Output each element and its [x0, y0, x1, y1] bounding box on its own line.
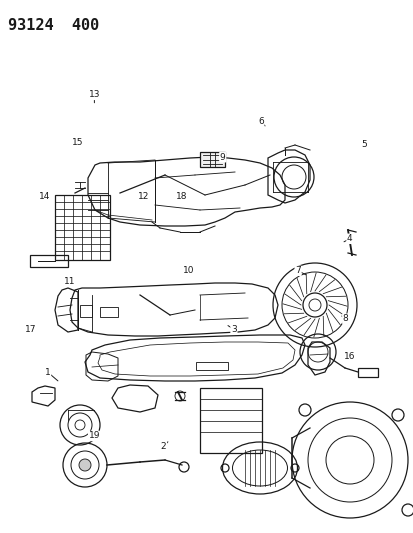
- Text: 17: 17: [25, 325, 37, 334]
- Text: 18: 18: [175, 192, 187, 200]
- Text: 16: 16: [343, 352, 355, 360]
- Text: 8: 8: [342, 314, 348, 323]
- Text: 93124  400: 93124 400: [8, 18, 99, 33]
- Text: 3: 3: [230, 325, 236, 334]
- Text: 12: 12: [138, 192, 150, 200]
- Text: 14: 14: [39, 192, 50, 200]
- Text: 11: 11: [64, 277, 75, 286]
- Text: 4: 4: [346, 235, 352, 243]
- Text: 2: 2: [160, 442, 166, 451]
- Text: 6: 6: [257, 117, 263, 126]
- FancyBboxPatch shape: [199, 152, 224, 167]
- Text: 10: 10: [182, 266, 194, 275]
- Text: 7: 7: [294, 266, 300, 275]
- Text: 19: 19: [88, 432, 100, 440]
- Text: 1: 1: [45, 368, 50, 376]
- Text: 5: 5: [361, 141, 366, 149]
- Circle shape: [79, 459, 91, 471]
- Text: 15: 15: [72, 139, 83, 147]
- Text: 9: 9: [219, 153, 225, 161]
- Text: 13: 13: [88, 91, 100, 99]
